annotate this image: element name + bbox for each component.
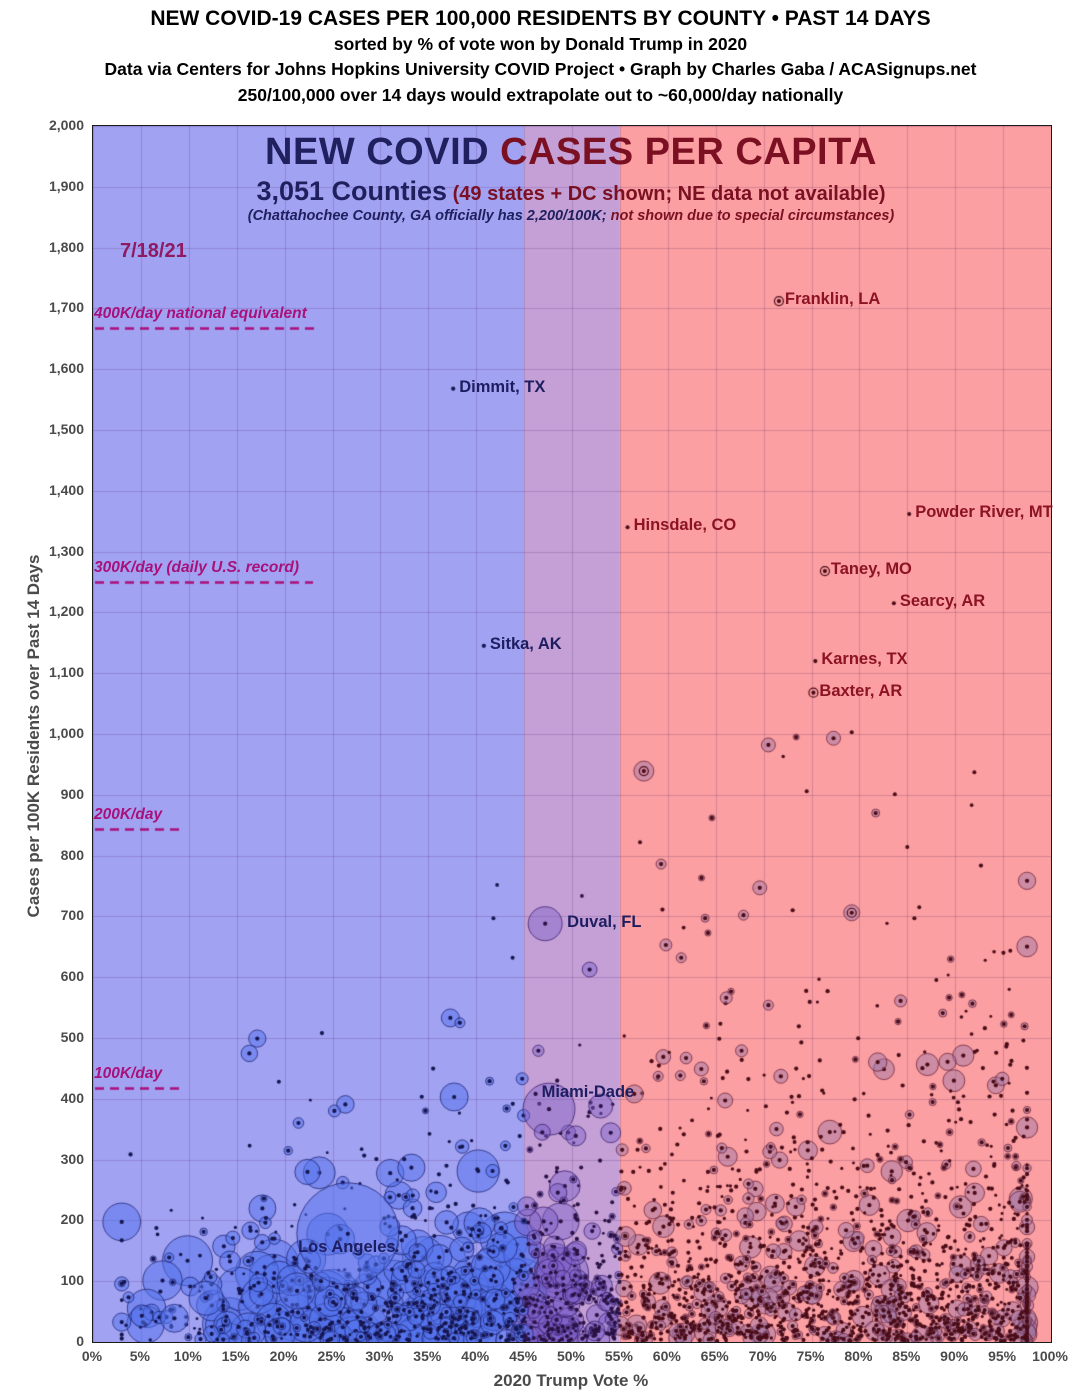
y-tick-label: 100 <box>60 1272 84 1289</box>
chart-note-red: not shown due to special circumstances) <box>606 208 895 224</box>
y-tick-label: 1,600 <box>48 360 84 377</box>
y-tick-label: 600 <box>60 968 84 985</box>
point-label: Powder River, MT <box>915 502 1053 521</box>
x-tick-label: 45% <box>509 1348 538 1364</box>
x-tick-label: 75% <box>796 1348 825 1364</box>
chart-title-navy: NEW COVID <box>265 131 501 173</box>
chart-subtitle: 3,051 Counties (49 states + DC shown; NE… <box>92 176 1050 207</box>
y-tick-label: 1,700 <box>48 299 84 316</box>
y-tick-label: 1,800 <box>48 238 84 255</box>
y-tick-label: 200 <box>60 1211 84 1228</box>
x-tick-label: 20% <box>269 1348 298 1364</box>
x-tick-label: 5% <box>129 1348 150 1364</box>
y-tick-label: 300 <box>60 1150 84 1167</box>
y-tick-label: 900 <box>60 785 84 802</box>
y-tick-label: 500 <box>60 1029 84 1045</box>
x-tick-label: 35% <box>413 1348 442 1364</box>
y-tick-label: 2,000 <box>48 117 84 133</box>
y-tick-label: 1,400 <box>48 481 84 498</box>
x-tick-label: 90% <box>940 1348 969 1364</box>
x-tick-label: 55% <box>604 1348 633 1364</box>
point-label: Taney, MO <box>830 560 912 579</box>
point-label: Baxter, AR <box>819 681 903 700</box>
y-tick-label: 1,300 <box>48 542 84 559</box>
x-tick-label: 85% <box>892 1348 921 1364</box>
chart-title: NEW COVID CASES PER CAPITA <box>92 131 1050 174</box>
x-axis-title: 2020 Trump Vote % <box>493 1371 649 1390</box>
x-tick-label: 25% <box>317 1348 346 1364</box>
x-tick-label: 95% <box>988 1348 1017 1364</box>
y-tick-label: 800 <box>60 846 84 863</box>
point-label: Duval, FL <box>567 912 642 931</box>
point-label: Karnes, TX <box>821 650 908 669</box>
x-tick-label: 10% <box>173 1348 202 1364</box>
x-tick-label: 80% <box>844 1348 873 1364</box>
x-tick-label: 60% <box>652 1348 681 1364</box>
reference-line-label: 400K/day national equivalent <box>94 305 307 323</box>
reference-line-label: 300K/day (daily U.S. record) <box>94 559 300 576</box>
y-tick-label: 400 <box>60 1089 84 1106</box>
x-tick-label: 50% <box>556 1348 586 1364</box>
header-subtitle-sort: sorted by % of vote won by Donald Trump … <box>333 34 748 54</box>
x-tick-label: 0% <box>81 1348 103 1364</box>
y-tick-label: 1,500 <box>48 421 84 437</box>
reference-line-label: 100K/day <box>94 1065 163 1083</box>
plot-area <box>92 125 1052 1343</box>
chart-subtitle-count: 3,051 Counties <box>256 176 448 206</box>
x-tick-label: 15% <box>221 1348 250 1364</box>
y-tick-label: 1,900 <box>48 177 84 194</box>
x-tick-label: 100% <box>1032 1348 1068 1364</box>
y-tick-label: 1,200 <box>48 603 84 620</box>
y-tick-label: 700 <box>60 907 84 924</box>
point-label: Miami-Dade <box>541 1082 635 1101</box>
chart-subtitle-detail: (49 states + DC shown; NE data not avail… <box>447 183 886 205</box>
point-label: Searcy, AR <box>899 592 986 611</box>
reference-line-label: 200K/day <box>94 806 163 824</box>
chart-note: (Chattahochee County, GA officially has … <box>92 208 1050 224</box>
x-tick-label: 65% <box>700 1348 729 1364</box>
header-scale-note: 250/100,000 over 14 days would extrapola… <box>237 85 844 105</box>
date-label: 7/18/21 <box>120 240 187 262</box>
point-label: Franklin, LA <box>784 290 881 309</box>
x-tick-label: 40% <box>461 1348 490 1364</box>
chart-title-red: CASES PER CAPITA <box>500 131 877 173</box>
x-tick-label: 30% <box>365 1348 394 1364</box>
y-tick-label: 1,100 <box>48 664 84 681</box>
header-title: NEW COVID-19 CASES PER 100,000 RESIDENTS… <box>150 7 931 30</box>
y-tick-label: 0 <box>76 1333 84 1349</box>
point-label: Los Angeles <box>298 1237 396 1256</box>
point-label: Sitka, AK <box>489 634 562 653</box>
x-tick-label: 70% <box>748 1348 777 1364</box>
point-label: Dimmit, TX <box>459 377 546 396</box>
point-label: Hinsdale, CO <box>633 516 737 535</box>
scatter-canvas <box>93 126 1051 1342</box>
chart-note-navy: (Chattahochee County, GA officially has … <box>247 208 607 224</box>
y-tick-label: 1,000 <box>48 725 84 741</box>
header-credit: Data via Centers for Johns Hopkins Unive… <box>104 59 977 79</box>
